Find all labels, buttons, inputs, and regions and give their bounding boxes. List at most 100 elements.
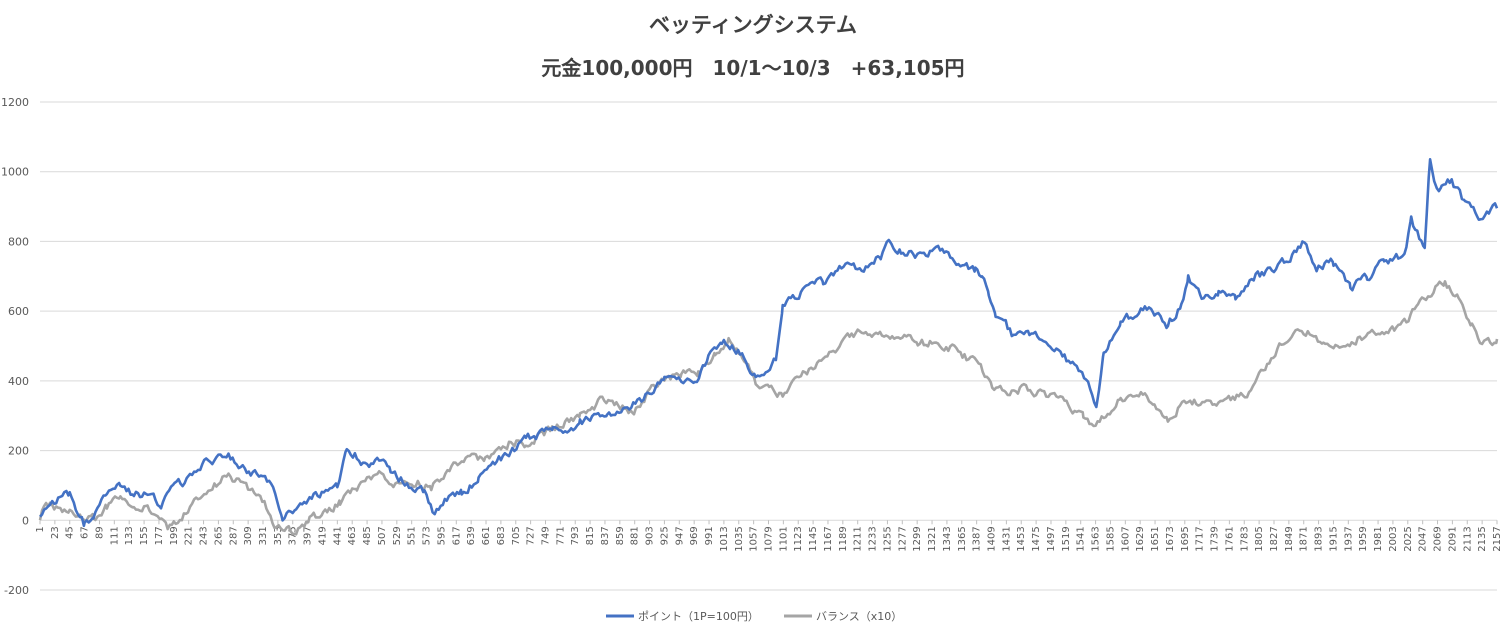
- x-tick-label: 309: [243, 526, 254, 545]
- x-tick-label: 1783: [1239, 526, 1250, 551]
- x-tick-label: 485: [362, 526, 373, 545]
- x-tick-label: 1277: [897, 526, 908, 551]
- x-tick-label: 1629: [1135, 526, 1146, 551]
- x-tick-label: 991: [704, 526, 715, 545]
- x-tick-label: 1299: [912, 526, 923, 551]
- x-tick-label: 1453: [1016, 526, 1027, 551]
- x-tick-label: 1343: [942, 526, 953, 551]
- chart-subtitle: 元金100,000円 10/1〜10/3 +63,105円: [541, 56, 964, 80]
- x-tick-label: 705: [511, 526, 522, 545]
- x-tick-label: 133: [124, 526, 135, 545]
- x-tick-label: 639: [466, 526, 477, 545]
- y-tick-label: 400: [8, 375, 29, 388]
- x-tick-label: 1673: [1165, 526, 1176, 551]
- x-tick-label: 1937: [1343, 526, 1354, 551]
- x-tick-label: 287: [228, 526, 239, 545]
- x-tick-label: 2025: [1403, 526, 1414, 551]
- x-tick-label: 375: [288, 526, 299, 545]
- legend: ポイント（1P=100円） バランス（x10）: [606, 610, 902, 623]
- x-tick-label: 2069: [1433, 526, 1444, 551]
- x-tick-label: 1651: [1150, 526, 1161, 551]
- x-tick-label: 1387: [972, 526, 983, 551]
- x-tick-label: 45: [65, 526, 76, 539]
- x-tick-label: 2135: [1477, 526, 1488, 551]
- x-tick-label: 1585: [1105, 526, 1116, 551]
- x-tick-label: 1321: [927, 526, 938, 551]
- x-tick-label: 1233: [868, 526, 879, 551]
- x-tick-label: 1563: [1091, 526, 1102, 551]
- x-tick-label: 573: [422, 526, 433, 545]
- x-tick-label: 1431: [1001, 526, 1012, 551]
- x-tick-label: 23: [50, 526, 61, 539]
- x-tick-label: 1849: [1284, 526, 1295, 551]
- x-tick-label: 1915: [1328, 526, 1339, 551]
- x-tick-label: 463: [347, 526, 358, 545]
- x-tick-label: 749: [540, 526, 551, 545]
- x-tick-label: 1541: [1076, 526, 1087, 551]
- x-tick-label: 837: [600, 526, 611, 545]
- y-tick-label: 800: [8, 235, 29, 248]
- x-tick-label: 1013: [719, 526, 730, 551]
- x-tick-label: 397: [303, 526, 314, 545]
- x-tick-label: 1519: [1061, 526, 1072, 551]
- x-tick-label: 925: [659, 526, 670, 545]
- x-tick-label: 1123: [793, 526, 804, 551]
- x-tick-label: 1717: [1195, 526, 1206, 551]
- x-tick-label: 771: [555, 526, 566, 545]
- x-tick-label: 617: [451, 526, 462, 545]
- x-tick-label: 661: [481, 526, 492, 545]
- x-tick-label: 111: [109, 526, 120, 545]
- x-tick-label: 1255: [882, 526, 893, 551]
- series-lines: [38, 158, 1499, 536]
- x-tick-label: 683: [496, 526, 507, 545]
- x-tick-label: 1893: [1314, 526, 1325, 551]
- x-tick-label: 221: [184, 526, 195, 545]
- x-tick-label: 1: [35, 526, 46, 532]
- x-tick-label: 67: [80, 526, 91, 539]
- series-line-points: [39, 158, 1499, 528]
- x-tick-label: 881: [630, 526, 641, 545]
- legend-label-points: ポイント（1P=100円）: [638, 610, 759, 623]
- x-tick-label: 529: [392, 526, 403, 545]
- x-tick-label: 1607: [1120, 526, 1131, 551]
- x-tick-label: 507: [377, 526, 388, 545]
- legend-label-balance: バランス（x10）: [816, 610, 902, 623]
- x-tick-label: 155: [139, 526, 150, 545]
- y-axis-ticks: -200 0 200 400 600 800 1000 1200: [1, 96, 29, 597]
- x-tick-label: 1739: [1210, 526, 1221, 551]
- x-tick-label: 199: [169, 526, 180, 545]
- legend-item-points[interactable]: ポイント（1P=100円）: [606, 610, 759, 623]
- x-tick-label: 2047: [1418, 526, 1429, 551]
- x-tick-label: 2091: [1447, 526, 1458, 551]
- x-tick-label: 1211: [853, 526, 864, 551]
- x-tick-label: 1695: [1180, 526, 1191, 551]
- x-tick-label: 243: [199, 526, 210, 545]
- x-tick-label: 1805: [1254, 526, 1265, 551]
- x-tick-label: 2113: [1462, 526, 1473, 551]
- y-tick-label: 1000: [1, 166, 29, 179]
- x-tick-label: 1189: [838, 526, 849, 551]
- x-tick-label: 441: [332, 526, 343, 545]
- x-axis-ticks: 1 23 45 67 89 111 133 155 177 199 221 243 265 287 309 3…: [35, 520, 1503, 552]
- x-tick-label: 2003: [1388, 526, 1399, 551]
- x-tick-label: 1981: [1373, 526, 1384, 551]
- x-tick-label: 1057: [749, 526, 760, 551]
- y-tick-label: 200: [8, 445, 29, 458]
- x-tick-label: 1167: [823, 526, 834, 551]
- x-tick-label: 551: [407, 526, 418, 545]
- x-tick-label: 793: [570, 526, 581, 545]
- x-tick-label: 1365: [957, 526, 968, 551]
- x-tick-label: 419: [317, 526, 328, 545]
- x-tick-label: 331: [258, 526, 269, 545]
- x-tick-label: 1409: [987, 526, 998, 551]
- x-tick-label: 969: [689, 526, 700, 545]
- legend-item-balance[interactable]: バランス（x10）: [784, 610, 902, 623]
- x-tick-label: 1079: [764, 526, 775, 551]
- x-tick-label: 947: [674, 526, 685, 545]
- y-tick-label: 600: [8, 305, 29, 318]
- x-tick-label: 2157: [1492, 526, 1503, 551]
- x-tick-label: 1101: [778, 526, 789, 551]
- y-tick-label: 0: [22, 514, 29, 527]
